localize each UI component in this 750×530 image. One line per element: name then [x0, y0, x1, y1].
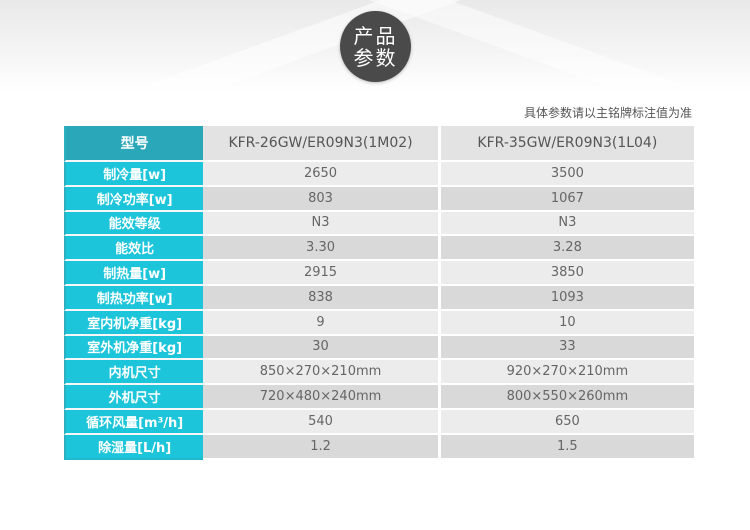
row-value-model-2: 1067 [440, 186, 694, 212]
row-value-model-1: 2650 [203, 162, 441, 187]
row-value-model-1: N3 [203, 211, 441, 237]
row-value-model-2: 3.28 [440, 236, 694, 262]
table-row: 除湿量[L/h] 1.2 1.5 [64, 434, 694, 460]
badge-line-1: 产品 [353, 23, 398, 48]
row-value-model-2: 650 [440, 409, 694, 435]
header-model-2: KFR-35GW/ER09N3(1L04) [440, 126, 694, 162]
row-label: 制热功率[w] [64, 285, 204, 311]
row-value-model-1: 9 [203, 310, 441, 336]
header-model-1: KFR-26GW/ER09N3(1M02) [203, 126, 441, 162]
table-row: 能效比 3.30 3.28 [64, 236, 694, 262]
row-value-model-2: 1093 [440, 285, 694, 311]
row-label: 内机尺寸 [64, 360, 204, 386]
table-row: 能效等级 N3 N3 [64, 211, 694, 237]
row-label: 室内机净重[kg] [64, 310, 204, 336]
row-value-model-1: 30 [203, 335, 441, 361]
badge-line-2: 参数 [353, 45, 398, 70]
row-value-model-2: 920×270×210mm [440, 360, 694, 386]
row-label: 外机尺寸 [64, 385, 204, 410]
table-row: 制热量[w] 2915 3850 [64, 261, 694, 286]
header-label: 型号 [64, 126, 204, 162]
table-row: 内机尺寸 850×270×210mm 920×270×210mm [64, 360, 694, 386]
table-row: 制热功率[w] 838 1093 [64, 285, 694, 311]
nameplate-note: 具体参数请以主铭牌标注值为准 [523, 106, 692, 120]
table-row: 循环风量[m³/h] 540 650 [64, 409, 694, 435]
spec-table: 型号 KFR-26GW/ER09N3(1M02) KFR-35GW/ER09N3… [64, 126, 694, 460]
row-value-model-1: 720×480×240mm [203, 385, 441, 410]
table-row: 制冷量[w] 2650 3500 [64, 162, 694, 187]
row-label: 制热量[w] [64, 261, 204, 286]
row-value-model-1: 3.30 [203, 236, 441, 262]
row-label: 除湿量[L/h] [64, 434, 204, 460]
row-label: 制冷功率[w] [64, 186, 204, 212]
table-row: 外机尺寸 720×480×240mm 800×550×260mm [64, 385, 694, 410]
row-label: 室外机净重[kg] [64, 335, 204, 361]
row-label: 能效比 [64, 236, 204, 262]
row-value-model-1: 838 [203, 285, 441, 311]
row-value-model-2: N3 [440, 211, 694, 237]
row-value-model-2: 3850 [440, 261, 694, 286]
row-label: 制冷量[w] [64, 162, 204, 187]
table-row: 室外机净重[kg] 30 33 [64, 335, 694, 361]
table-row: 制冷功率[w] 803 1067 [64, 186, 694, 212]
row-value-model-2: 10 [440, 310, 694, 336]
row-value-model-1: 1.2 [203, 434, 441, 460]
row-value-model-2: 33 [440, 335, 694, 361]
row-value-model-2: 1.5 [440, 434, 694, 460]
row-value-model-2: 3500 [440, 162, 694, 187]
table-header-row: 型号 KFR-26GW/ER09N3(1M02) KFR-35GW/ER09N3… [64, 126, 694, 162]
row-label: 能效等级 [64, 211, 204, 237]
row-value-model-1: 803 [203, 186, 441, 212]
table-row: 室内机净重[kg] 9 10 [64, 310, 694, 336]
row-value-model-2: 800×550×260mm [440, 385, 694, 410]
row-value-model-1: 2915 [203, 261, 441, 286]
row-value-model-1: 850×270×210mm [203, 360, 441, 386]
row-value-model-1: 540 [203, 409, 441, 435]
row-label: 循环风量[m³/h] [64, 409, 204, 435]
product-params-badge: 产品 参数 [340, 11, 411, 82]
